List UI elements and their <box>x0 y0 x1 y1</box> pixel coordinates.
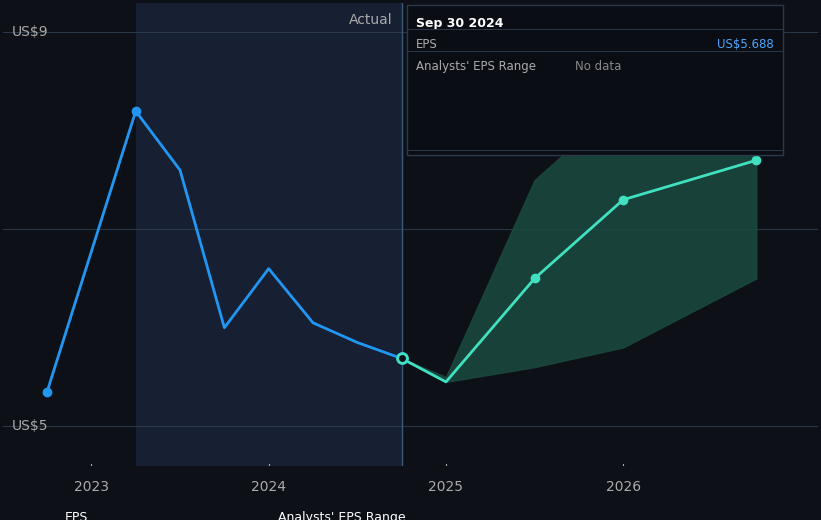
Text: 2023: 2023 <box>74 480 109 495</box>
Text: 2024: 2024 <box>251 480 287 495</box>
Text: EPS: EPS <box>65 511 88 520</box>
FancyBboxPatch shape <box>407 5 782 155</box>
Text: 2025: 2025 <box>429 480 463 495</box>
Text: US$5: US$5 <box>11 419 48 433</box>
Text: Analysts' EPS Range: Analysts' EPS Range <box>277 511 406 520</box>
Text: Sep 30 2024: Sep 30 2024 <box>415 17 503 30</box>
Text: EPS: EPS <box>415 38 438 51</box>
Text: 2026: 2026 <box>606 480 640 495</box>
Text: US$5.688: US$5.688 <box>718 38 774 51</box>
Text: Analysts' EPS Range: Analysts' EPS Range <box>415 60 536 73</box>
Bar <box>135 3 401 465</box>
Text: Actual: Actual <box>349 14 392 28</box>
FancyBboxPatch shape <box>233 504 553 520</box>
Text: Analysts Forecasts: Analysts Forecasts <box>420 14 548 28</box>
Text: No data: No data <box>576 60 621 73</box>
Text: US$9: US$9 <box>11 25 48 40</box>
FancyBboxPatch shape <box>21 504 172 520</box>
